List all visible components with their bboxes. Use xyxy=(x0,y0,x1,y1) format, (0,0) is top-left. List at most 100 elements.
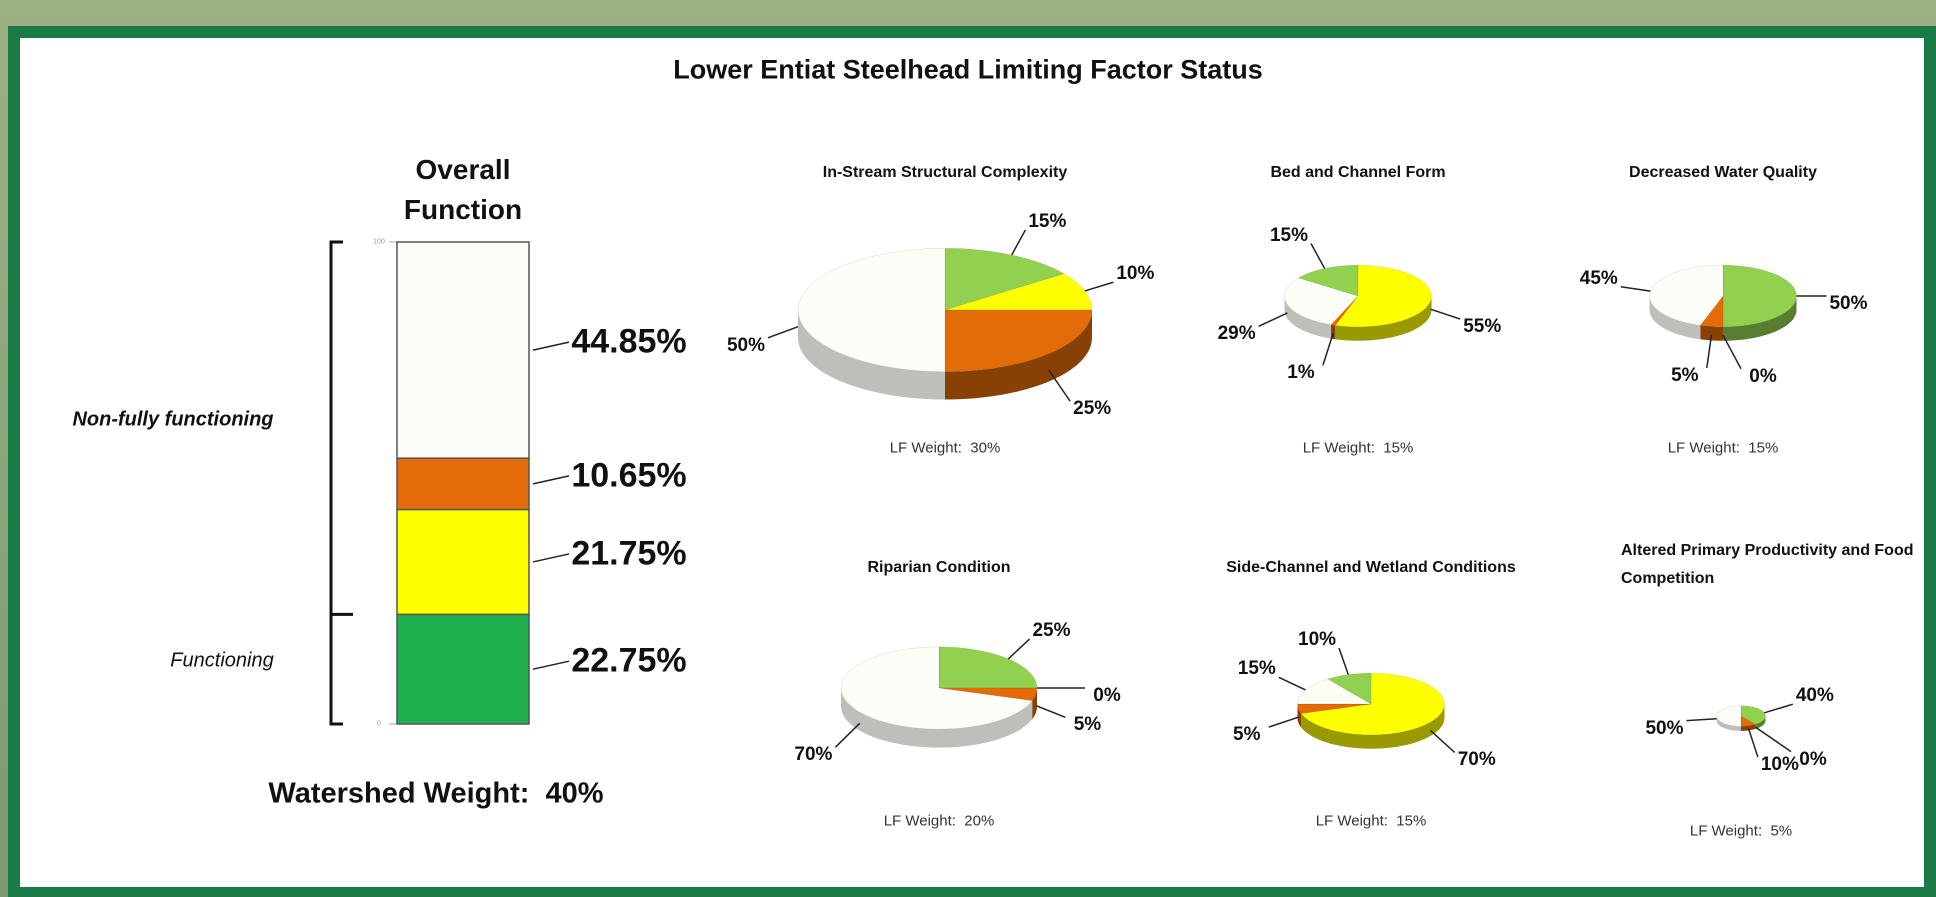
pie-slice xyxy=(1740,705,1766,725)
page-title: Lower Entiat Steelhead Limiting Factor S… xyxy=(673,54,1263,85)
value-label: 10.65% xyxy=(571,456,687,495)
value-label: 25% xyxy=(1032,620,1071,642)
leader-line xyxy=(1322,333,1334,366)
value-label: 5% xyxy=(1073,714,1102,736)
pie-side xyxy=(1301,704,1445,749)
leader-line xyxy=(1310,243,1326,269)
weight-label: LF Weight: 15% xyxy=(1667,439,1779,457)
pie-slice xyxy=(1300,672,1445,736)
pie-slice xyxy=(840,646,1033,730)
pie-side xyxy=(798,310,945,400)
leader-line xyxy=(1048,369,1071,402)
leader-line xyxy=(532,341,570,351)
value-label: 44.85% xyxy=(571,322,687,361)
bar-segment xyxy=(396,508,530,616)
pie-slice xyxy=(1334,264,1432,328)
value-label: 21.75% xyxy=(571,534,687,573)
pie-side xyxy=(1755,716,1766,729)
leader-line xyxy=(532,660,570,670)
leader-line xyxy=(532,475,570,485)
leader-line xyxy=(767,325,799,339)
pie-side xyxy=(1716,716,1741,731)
pie-side xyxy=(945,310,1092,400)
weight-label: LF Weight: 5% xyxy=(1689,822,1793,840)
leader-line xyxy=(1686,718,1717,722)
pie-slice xyxy=(1649,264,1724,326)
pie-title: Side-Channel and Wetland Conditions xyxy=(1226,559,1516,576)
pie-slice xyxy=(1284,277,1359,325)
leader-line xyxy=(1429,729,1456,754)
leader-line xyxy=(1706,334,1713,369)
value-label: 55% xyxy=(1463,316,1502,338)
pie-side xyxy=(1335,296,1432,341)
pie-slice xyxy=(944,309,1093,372)
value-label: 10% xyxy=(1298,629,1337,650)
value-label: 0% xyxy=(1093,685,1121,706)
value-label: 25% xyxy=(1073,398,1112,420)
value-label: 5% xyxy=(1671,365,1699,387)
leader-line xyxy=(1620,286,1651,292)
pie-slice xyxy=(1722,264,1797,328)
leader-line xyxy=(1258,312,1288,327)
value-label: 0% xyxy=(1749,365,1777,387)
value-label: 1% xyxy=(1287,362,1315,384)
pie-slice xyxy=(1740,715,1757,727)
pie-slice xyxy=(1716,705,1742,727)
bar-title: Overall Function xyxy=(403,154,523,225)
leader-line xyxy=(1338,647,1349,675)
weight-label: LF Weight: 30% xyxy=(889,439,1001,457)
annotation: Functioning xyxy=(170,649,274,672)
leader-line xyxy=(1035,704,1066,719)
footer: Watershed Weight: 40% xyxy=(268,777,604,810)
pie-slice xyxy=(797,248,946,372)
value-label: 15% xyxy=(1269,224,1309,246)
pie-side xyxy=(1032,688,1037,720)
value-label: 5% xyxy=(1233,724,1261,746)
leader-line xyxy=(1747,728,1759,758)
value-label: 22.75% xyxy=(571,641,687,680)
weight-label: LF Weight: 15% xyxy=(1315,812,1427,830)
y-tick-label: 0 xyxy=(377,720,381,728)
pie-title: Riparian Condition xyxy=(867,559,1011,576)
pie-slice xyxy=(1699,295,1724,328)
bar-segment xyxy=(396,241,530,459)
value-label: 70% xyxy=(1457,749,1496,771)
y-tick-label: 100 xyxy=(373,238,385,246)
leader-line xyxy=(1754,726,1792,753)
pie-slice xyxy=(1297,678,1372,705)
leader-line xyxy=(1278,676,1306,691)
pie-title: Decreased Water Quality xyxy=(1629,164,1817,181)
pie-slice xyxy=(938,646,1038,689)
value-label: 50% xyxy=(1829,293,1868,314)
leader-line xyxy=(1011,229,1027,256)
leader-line xyxy=(1764,703,1794,714)
pie-title: Bed and Channel Form xyxy=(1270,164,1446,181)
pie-side xyxy=(1741,724,1756,731)
value-label: 50% xyxy=(726,334,766,356)
pie-side xyxy=(1700,325,1723,341)
weight-label: LF Weight: 15% xyxy=(1302,439,1414,457)
panel xyxy=(8,26,1936,897)
value-label: 10% xyxy=(1116,263,1155,285)
bar-segment xyxy=(396,457,530,511)
pie-title: In-Stream Structural Complexity xyxy=(822,164,1068,181)
bar-segment xyxy=(396,613,530,725)
pie-slice xyxy=(938,687,1038,701)
pie-slice xyxy=(1330,295,1359,326)
pie-slice xyxy=(1297,264,1359,297)
value-label: 0% xyxy=(1799,748,1827,770)
value-label: 40% xyxy=(1795,685,1834,707)
bracket xyxy=(329,240,353,726)
value-label: 10% xyxy=(1760,754,1799,776)
leader-line xyxy=(834,722,861,748)
value-label: 45% xyxy=(1579,267,1618,289)
annotation: Non-fully functioning xyxy=(72,408,274,431)
value-label: 29% xyxy=(1217,323,1256,345)
leader-line xyxy=(1007,638,1031,660)
leader-line xyxy=(1268,716,1299,728)
pie-side xyxy=(1649,296,1701,340)
weight-label: LF Weight: 20% xyxy=(883,812,995,830)
pie-side xyxy=(1723,296,1797,341)
